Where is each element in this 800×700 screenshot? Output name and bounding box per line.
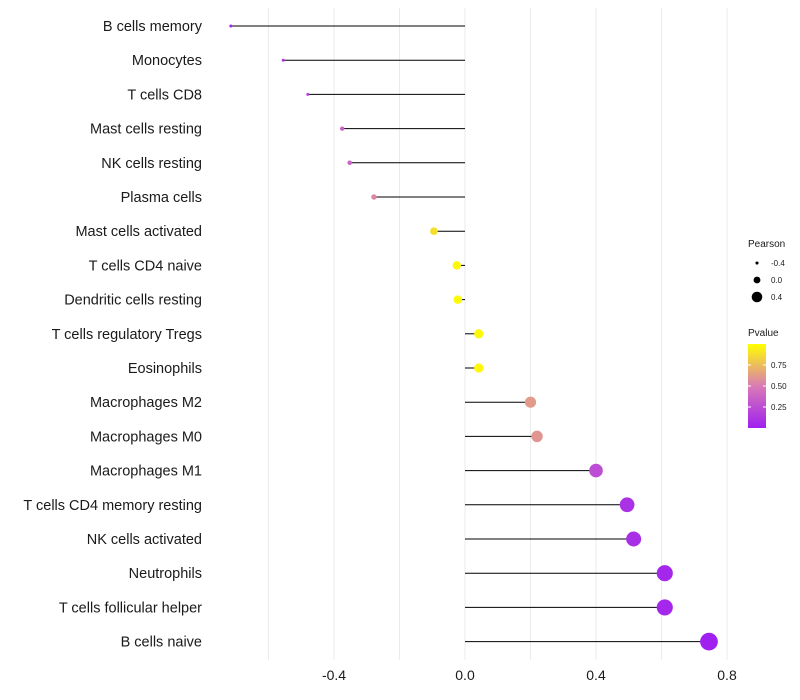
category-label: Plasma cells xyxy=(121,190,202,206)
category-label: NK cells activated xyxy=(87,532,202,548)
legend: Pearson -0.4 0.0 0.4 Pvalue 0.75 0.50 0.25 xyxy=(748,239,787,428)
size-legend-items: -0.4 0.0 0.4 xyxy=(751,259,785,303)
lollipop-segments xyxy=(230,25,709,643)
pvalue-colorbar xyxy=(748,344,766,428)
category-label: Macrophages M2 xyxy=(90,395,202,411)
dot-t-cells-follicular-helper xyxy=(656,599,673,616)
category-label: Monocytes xyxy=(132,53,202,69)
dot-monocytes xyxy=(281,58,285,62)
dot-mast-cells-activated xyxy=(430,227,438,236)
dot-dendritic-cells-resting xyxy=(453,295,463,304)
size-legend-label: -0.4 xyxy=(771,259,785,268)
size-legend-dot xyxy=(755,261,759,265)
category-label: T cells CD4 naive xyxy=(89,258,202,274)
category-label: Neutrophils xyxy=(129,566,202,582)
colorbar-tick-label: 0.50 xyxy=(771,382,787,391)
dot-eosinophils xyxy=(474,363,484,373)
category-label: NK cells resting xyxy=(101,156,202,172)
colorbar-ticks: 0.75 0.50 0.25 xyxy=(748,361,787,412)
category-label: Macrophages M0 xyxy=(90,429,202,445)
category-label: T cells CD8 xyxy=(127,87,202,103)
category-label: Macrophages M1 xyxy=(90,464,202,480)
category-label: Eosinophils xyxy=(128,361,202,377)
size-legend-label: 0.4 xyxy=(771,293,783,302)
x-tick-label: -0.4 xyxy=(322,667,346,683)
category-label: T cells follicular helper xyxy=(59,600,202,616)
size-legend-label: 0.0 xyxy=(771,276,783,285)
category-labels: B cells memory Monocytes T cells CD8 Mast c… xyxy=(23,19,202,651)
dot-t-cells-cd8 xyxy=(306,92,310,96)
size-legend-dot xyxy=(751,291,763,303)
category-label: B cells naive xyxy=(121,635,202,651)
dot-nk-cells-activated xyxy=(626,531,642,547)
dot-t-cells-regulatory-tregs xyxy=(474,329,484,339)
category-label: B cells memory xyxy=(103,19,203,35)
dot-neutrophils xyxy=(656,565,673,582)
colorbar-tick-label: 0.25 xyxy=(771,403,787,412)
size-legend-title: Pearson xyxy=(748,239,785,250)
dot-t-cells-cd4-memory-resting xyxy=(619,497,635,513)
x-tick-label: 0.0 xyxy=(455,667,475,683)
category-label: Mast cells resting xyxy=(90,122,202,138)
dot-b-cells-memory xyxy=(229,24,233,28)
category-label: Dendritic cells resting xyxy=(64,293,202,309)
color-legend-title: Pvalue xyxy=(748,328,779,339)
dot-b-cells-naive xyxy=(700,632,718,651)
dot-plasma-cells xyxy=(371,194,377,200)
lollipop-dots xyxy=(229,24,718,651)
dot-nk-cells-resting xyxy=(347,160,353,166)
dot-macrophages-m2 xyxy=(524,396,537,408)
x-tick-label: 0.8 xyxy=(717,667,737,683)
category-label: T cells regulatory Tregs xyxy=(52,327,202,343)
category-label: Mast cells activated xyxy=(75,224,202,240)
colorbar-tick-label: 0.75 xyxy=(771,361,787,370)
x-axis-tick-labels: -0.4 0.0 0.4 0.8 xyxy=(322,667,737,683)
dot-mast-cells-resting xyxy=(340,126,345,131)
size-legend-dot xyxy=(753,276,761,284)
gridlines xyxy=(268,8,728,660)
category-label: T cells CD4 memory resting xyxy=(23,498,202,514)
x-tick-label: 0.4 xyxy=(586,667,606,683)
dot-t-cells-cd4-naive xyxy=(452,261,462,270)
dot-macrophages-m1 xyxy=(589,463,603,478)
dot-macrophages-m0 xyxy=(531,430,543,443)
